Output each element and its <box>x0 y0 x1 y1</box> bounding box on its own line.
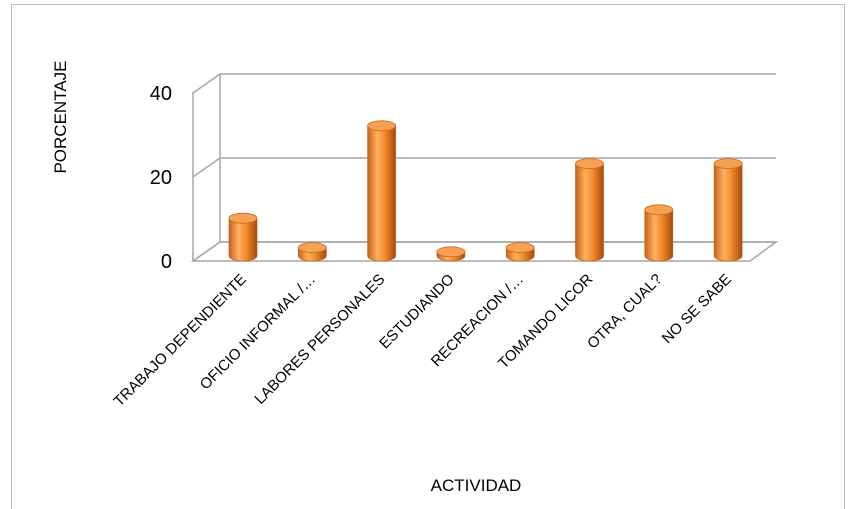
grid-diagonal <box>192 157 221 178</box>
y-tick-labels: 0 20 40 <box>150 83 172 273</box>
grid-diagonal <box>192 73 221 94</box>
bar <box>367 120 397 262</box>
x-axis-title: ACTIVIDAD <box>431 476 522 495</box>
bar <box>505 242 535 262</box>
bar-body <box>575 163 604 262</box>
bar-body <box>644 209 674 262</box>
bar-top <box>436 246 466 258</box>
bar <box>228 212 258 262</box>
bar-top <box>575 158 604 170</box>
bar-top <box>367 120 397 132</box>
x-tick-label: NO SE SABE <box>659 271 735 347</box>
bar-body <box>713 163 743 262</box>
x-tick-label: TRABAJO DEPENDIENTE <box>111 271 250 410</box>
y-tick-label: 20 <box>150 167 172 189</box>
y-axis-title: PORCENTAJE <box>51 60 70 173</box>
bar-body <box>228 217 258 262</box>
x-tick-label: OFICIO INFORMAL /… <box>197 271 319 393</box>
floor <box>190 241 779 262</box>
bar-top <box>644 204 674 216</box>
chart-frame <box>11 4 845 509</box>
bar <box>436 246 466 262</box>
gridlines <box>190 73 779 262</box>
x-tick-label: OTRA, CUAL? <box>584 271 666 353</box>
bar-top <box>505 242 535 254</box>
bars <box>228 120 743 262</box>
bar-top <box>228 212 258 224</box>
bar <box>297 242 327 262</box>
y-tick-label: 0 <box>161 251 172 273</box>
bar-top <box>297 242 327 254</box>
bar-top <box>713 158 743 170</box>
bar-body <box>367 125 396 262</box>
bar <box>644 204 674 262</box>
x-tick-label: LABORES PERSONALES <box>251 271 388 408</box>
y-tick-label: 40 <box>150 83 172 105</box>
bar <box>575 158 604 262</box>
bar <box>713 158 743 262</box>
